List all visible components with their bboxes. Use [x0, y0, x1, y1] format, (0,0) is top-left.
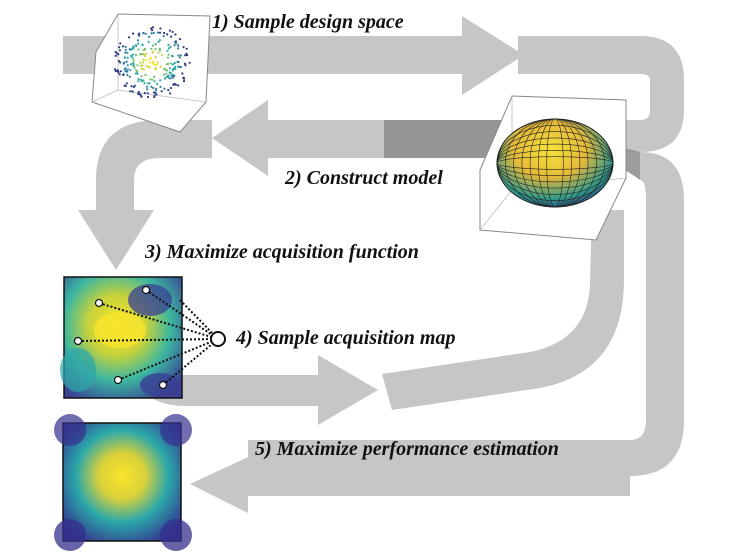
arrow-loop-right-top — [518, 36, 684, 152]
arrow-curve-to-map — [78, 120, 212, 270]
sample-line — [77, 338, 219, 342]
sample-line — [98, 302, 219, 340]
sample-line — [145, 289, 219, 340]
arrow-step-5 — [190, 440, 630, 513]
arrow-step-4 — [185, 355, 378, 425]
arrow-curve-from-model — [382, 210, 624, 410]
step-2-label: 2) Construct model — [284, 167, 443, 189]
acquisition-map — [60, 276, 226, 399]
step-3-label: 3) Maximize acquisition function — [144, 241, 419, 263]
arrow-loop-right-bottom — [600, 152, 684, 476]
sample-point — [73, 336, 83, 346]
scatter-3d-plot — [91, 13, 211, 133]
sample-point — [158, 380, 168, 390]
performance-map — [54, 414, 192, 551]
scatter-points — [113, 26, 191, 99]
sample-point — [94, 298, 104, 308]
sample-origin-node — [210, 331, 226, 347]
sample-line — [179, 299, 219, 340]
sample-point — [113, 375, 123, 385]
sample-point — [141, 285, 151, 295]
step-1-label: 1) Sample design space — [212, 11, 404, 33]
surface-mesh — [496, 118, 614, 208]
step-4-label: 4) Sample acquisition map — [235, 327, 455, 349]
surface-3d-plot — [479, 95, 627, 241]
step-5-label: 5) Maximize performance estimation — [255, 438, 559, 460]
arrow-step-1 — [63, 16, 524, 95]
sample-lines — [73, 285, 219, 390]
